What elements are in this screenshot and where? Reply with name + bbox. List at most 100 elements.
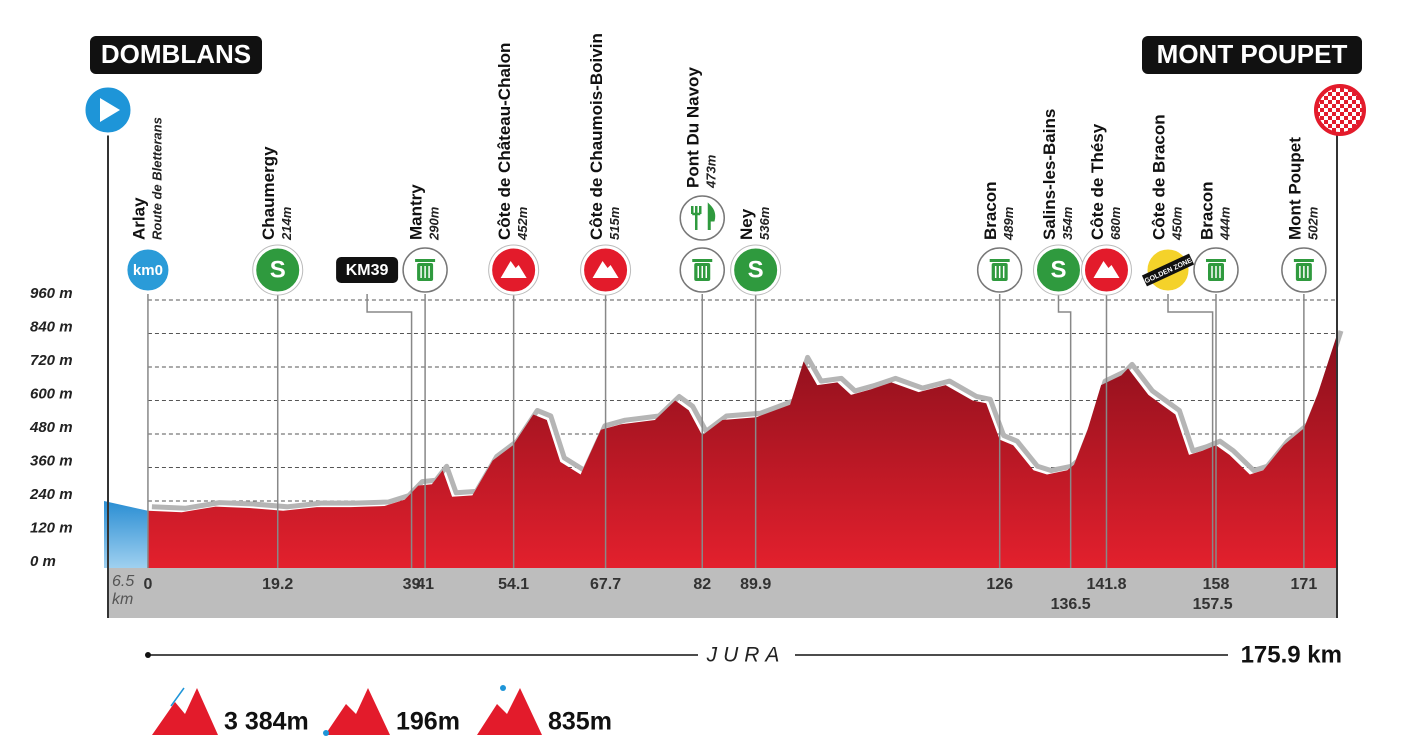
food-knife (707, 202, 716, 230)
landmark-line (1057, 294, 1072, 568)
landmark-note: 444m (1217, 206, 1232, 241)
start-play (100, 98, 120, 122)
climbing-icon (152, 688, 218, 735)
profile-area (147, 334, 1337, 568)
x-tick-label: 158 (1203, 576, 1230, 593)
distance: 175.9 km (1241, 641, 1342, 668)
y-tick-label: 240 m (29, 486, 73, 503)
y-tick-label: 600 m (30, 385, 73, 402)
x-tick-label: 41 (416, 576, 434, 593)
landmark-name: Arlay (129, 197, 148, 240)
x-tick-label: 0 (143, 576, 152, 593)
landmark-note: 450m (1169, 206, 1184, 241)
landmark-label: Mont Poupet 502m (1285, 137, 1320, 240)
landmark-note: 214m (279, 206, 294, 241)
climb-ring (1080, 244, 1132, 296)
start-name: DOMBLANS (101, 39, 251, 69)
x-tick-label: 54.1 (498, 576, 529, 593)
x-tick-label: 82 (693, 576, 711, 593)
region: JURA (706, 644, 786, 667)
finish-name: MONT POUPET (1157, 39, 1348, 69)
profile-area (104, 501, 148, 568)
y-tick-label: 120 m (30, 519, 73, 536)
landmark-name: Bracon (1197, 181, 1216, 240)
x-tick-label: 126 (986, 576, 1013, 593)
sprint-ring (730, 244, 782, 296)
waste-lid (1205, 259, 1226, 262)
climb-ring (488, 244, 540, 296)
axis-band (108, 568, 1337, 618)
landmark-line (366, 294, 413, 568)
x-tick-label: 67.7 (590, 576, 621, 593)
golden-band (1141, 253, 1195, 287)
sprint-letter: S (748, 256, 764, 283)
landmark-note: 515m (607, 206, 622, 240)
landmark-note: 489m (1001, 206, 1016, 241)
landmark-note: 452m (515, 206, 530, 241)
x-tick-label: 6.5 km (112, 573, 134, 608)
food-icon (679, 195, 725, 241)
waste-lid (989, 259, 1010, 262)
climb-mountain (1093, 261, 1120, 278)
waste-lid (1293, 259, 1314, 262)
waste-lid (415, 259, 436, 262)
lowest-icon (325, 688, 390, 735)
x-tick-label: 39 (403, 576, 421, 593)
landmark-note: 354m (1060, 206, 1075, 240)
x-tick-label: 89.9 (740, 576, 771, 593)
y-tick-label: 360 m (30, 452, 73, 469)
landmark-name: Côte de Château-Chalon (495, 43, 514, 240)
sprint-icon (253, 245, 303, 295)
landmark-label: Côte de Chaumois-Boivin 515m (587, 33, 622, 240)
landmark-name: Mantry (407, 184, 426, 240)
landmark-label: Mantry 290m (407, 184, 442, 241)
landmark-label: Pont Du Navoy 473m (684, 67, 719, 189)
km0-icon (124, 246, 172, 294)
landmark-label: Côte de Thésy 680m (1088, 123, 1123, 240)
climbing-arrow (170, 687, 185, 707)
lowest-point: 196m (396, 708, 460, 736)
climbing-total: 3 384m (224, 708, 309, 736)
start-banner (90, 36, 262, 74)
landmark-note: Route de Bletterans (149, 117, 164, 240)
landmark-line (1167, 294, 1214, 568)
landmark-note: 473m (704, 154, 719, 189)
landmark-label: Bracon 489m (981, 181, 1016, 241)
x-tick-label: 157.5 (1193, 596, 1233, 613)
highest-dot (500, 685, 506, 691)
y-tick-label: 960 m (30, 285, 73, 302)
highest-point: 835m (548, 708, 612, 736)
landmark-name: Salins-les-Bains (1040, 109, 1059, 240)
km-marker-box (334, 255, 401, 285)
climb-mountain (592, 261, 619, 278)
landmark-note: 502m (1305, 206, 1320, 240)
background-layer: 0 m 120 m 240 m 360 m 480 m 600 m 720 m 840 m 96… (29, 33, 1344, 618)
finish-banner (1142, 36, 1362, 74)
landmark-label: Côte de Château-Chalon 452m (495, 43, 530, 241)
sprint-icon (731, 245, 781, 295)
landmark-note: 536m (757, 206, 772, 240)
landmark-note: 290m (427, 206, 442, 241)
sprint-letter: S (1050, 256, 1066, 283)
km0-label: km0 (133, 262, 163, 279)
landmark-name: Ney (737, 208, 756, 240)
landmark-name: Côte de Chaumois-Boivin (587, 33, 606, 240)
km-marker-label: KM39 (346, 262, 389, 279)
landmark-name: Bracon (981, 181, 1000, 240)
highest-icon (477, 688, 542, 735)
y-tick-label: 720 m (30, 352, 73, 369)
x-tick-label: 19.2 (262, 576, 293, 593)
waste-lid (692, 259, 713, 262)
landmark-name: Côte de Bracon (1149, 114, 1168, 240)
x-tick-label: 141.8 (1086, 576, 1126, 593)
lowest-dot (323, 730, 329, 736)
y-tick-label: 0 m (30, 553, 56, 570)
x-tick-label: 171 (1291, 576, 1318, 593)
landmark-name: Pont Du Navoy (684, 67, 703, 188)
landmark-name: Chaumergy (259, 146, 278, 240)
landmark-label: Bracon 444m (1197, 181, 1232, 241)
landmark-name: Côte de Thésy (1088, 123, 1107, 240)
landmark-label: Côte de Bracon 450m (1149, 114, 1184, 241)
sprint-ring (252, 244, 304, 296)
